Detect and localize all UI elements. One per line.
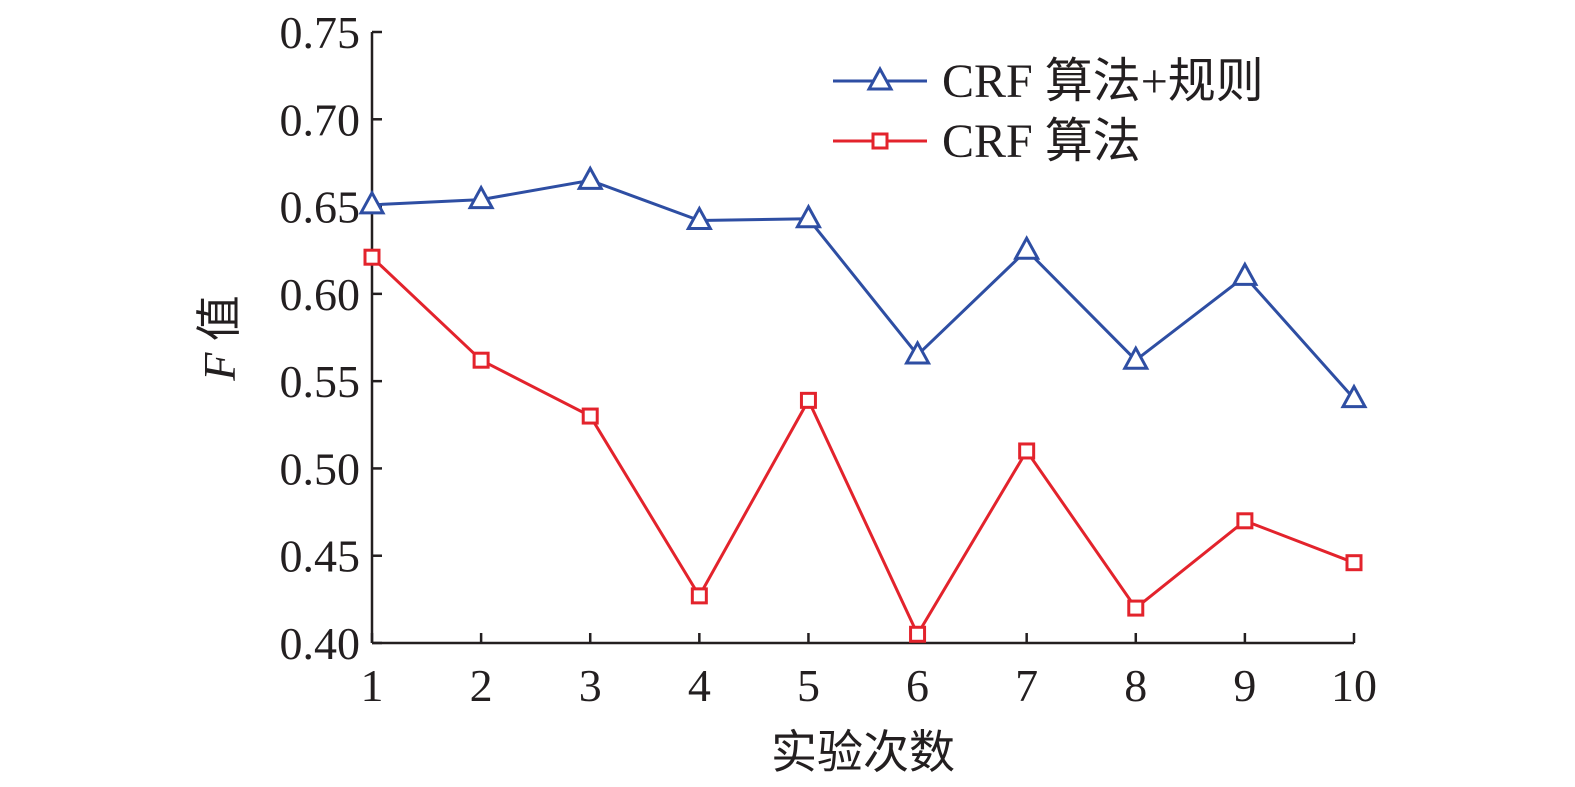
triangle-marker <box>866 65 894 91</box>
triangle-marker <box>1122 345 1150 370</box>
x-tick-label: 8 <box>1124 660 1147 711</box>
y-tick-label: 0.45 <box>280 531 361 582</box>
y-tick-label: 0.75 <box>280 7 361 58</box>
legend-label: CRF 算法+规则 <box>942 55 1264 108</box>
series-group <box>358 165 1368 643</box>
square-marker <box>1345 554 1363 572</box>
triangle-marker <box>467 184 495 210</box>
y-tick-label: 0.60 <box>280 269 361 320</box>
y-tick-label: 0.40 <box>280 618 361 669</box>
series-line <box>370 256 1355 638</box>
triangle-marker <box>685 205 713 231</box>
triangle-marker <box>576 165 604 190</box>
y-axis-label-italic: F <box>194 352 245 382</box>
square-marker <box>581 407 599 425</box>
y-axis-label: F 值 <box>194 295 245 382</box>
triangle-marker <box>794 203 822 229</box>
axes: 0.40 0.45 0.50 0.55 0.60 0.65 0.70 0.75 1 2 3 4 5 6 7 8… <box>280 7 1378 711</box>
square-marker <box>363 248 381 266</box>
y-tick-label: 0.70 <box>280 94 361 145</box>
legend-item: CRF 算法 <box>833 115 1141 168</box>
triangle-marker <box>904 339 932 365</box>
y-tick-label: 0.50 <box>280 443 361 494</box>
series-1 <box>358 165 1368 409</box>
square-marker <box>799 391 817 409</box>
x-tick-label: 7 <box>1015 660 1038 711</box>
square-marker <box>1236 512 1254 530</box>
legend-label: CRF 算法 <box>942 115 1141 168</box>
triangle-marker <box>1013 235 1041 260</box>
triangle-marker <box>358 189 386 215</box>
series-2 <box>363 248 1363 643</box>
square-marker <box>472 351 490 369</box>
series-line <box>371 178 1356 400</box>
triangle-marker <box>1340 383 1368 409</box>
x-tick-label: 4 <box>688 660 711 711</box>
triangle-marker <box>1231 261 1259 286</box>
square-marker <box>871 132 889 150</box>
x-tick-label: 6 <box>906 660 929 711</box>
square-marker <box>1127 599 1145 617</box>
y-axis-label-rest: 值 <box>194 295 245 353</box>
square-marker <box>909 625 927 643</box>
x-tick-label: 10 <box>1331 660 1377 711</box>
x-tick-label: 9 <box>1233 660 1256 711</box>
y-tick-label: 0.55 <box>280 356 361 407</box>
x-tick-label: 1 <box>361 660 384 711</box>
square-marker <box>690 587 708 605</box>
x-tick-label: 5 <box>797 660 820 711</box>
x-axis-label: 实验次数 <box>771 727 955 778</box>
legend-item: CRF 算法+规则 <box>833 55 1264 108</box>
legend: CRF 算法+规则 CRF 算法 <box>833 55 1264 168</box>
y-tick-label: 0.65 <box>280 182 361 233</box>
square-marker <box>1018 442 1036 460</box>
x-tick-label: 2 <box>470 660 493 711</box>
x-tick-label: 3 <box>579 660 602 711</box>
